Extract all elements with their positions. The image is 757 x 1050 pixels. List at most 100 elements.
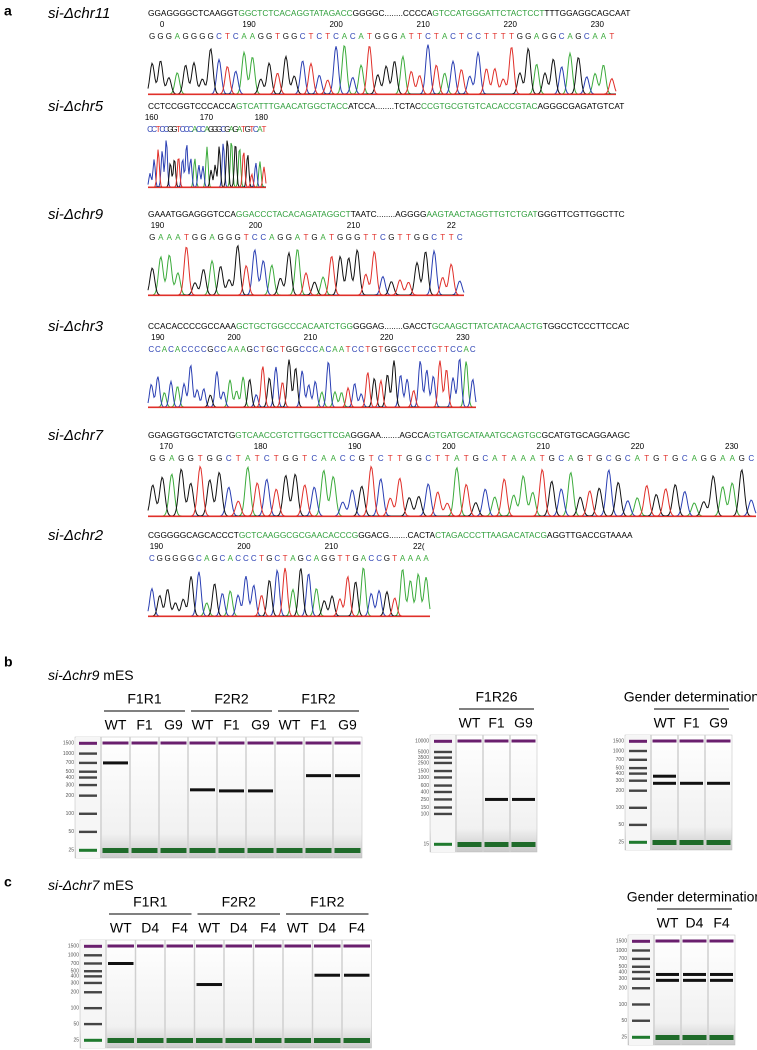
ladder-band <box>434 756 452 759</box>
group-header: F1R2 <box>310 894 344 910</box>
marker-upper <box>284 944 311 948</box>
lane-label: F1 <box>488 715 505 731</box>
ladder-lane <box>431 735 455 852</box>
sequence-segment: GTGATGCATAAATGCAGTGC <box>429 430 542 440</box>
ladder-band <box>79 761 97 765</box>
ladder-label: 700 <box>619 956 628 962</box>
position-tick: 210 <box>325 542 339 551</box>
ladder-label: 700 <box>71 961 80 967</box>
ladder-label: 5000 <box>418 749 429 755</box>
ladder-label: 400 <box>421 789 430 795</box>
trace <box>147 244 464 296</box>
position-tick: 200 <box>227 333 241 342</box>
ladder-label: 100 <box>71 1006 80 1012</box>
sequence-segment: GCTGCTGGCCCACAATCTGG <box>236 321 353 331</box>
ladder-label: 500 <box>66 769 75 775</box>
marker-lower <box>706 840 731 845</box>
band <box>335 774 360 778</box>
ladder-label: 200 <box>619 986 628 992</box>
lane-label: WT <box>287 920 309 936</box>
group-header: F1R1 <box>133 894 167 910</box>
marker-lower <box>457 842 482 847</box>
ladder-label: 300 <box>619 976 628 982</box>
ladder-band <box>79 752 97 755</box>
sequence-segment: GGGGC........CCCCA <box>353 8 433 18</box>
ladder-band <box>629 766 647 770</box>
marker-upper <box>196 944 223 948</box>
marker-upper <box>137 944 164 948</box>
band <box>248 789 273 793</box>
sequence-segment: GCTCAAGGCGCGAACACCCG <box>239 530 358 540</box>
ladder-band <box>84 975 102 978</box>
lane-label: WT <box>654 715 676 731</box>
band <box>512 797 535 801</box>
band <box>653 774 676 778</box>
position-tick: 210 <box>347 221 361 230</box>
lane-label: WT <box>459 715 481 731</box>
gel <box>79 939 372 1049</box>
sequence-segment: GCATGTGCAGGAAGC <box>542 430 630 440</box>
ladder-lane <box>76 737 100 858</box>
ladder-band <box>434 806 452 809</box>
lane-label: WT <box>657 915 679 931</box>
marker-upper <box>343 944 370 948</box>
ladder-band <box>629 806 647 810</box>
ladder-label: 200 <box>71 990 80 996</box>
sequence-segment: CCGTGCGTGTCACACCGTAC <box>421 101 537 111</box>
ladder-band <box>632 949 650 952</box>
marker-upper <box>457 739 482 743</box>
group-header: F2R2 <box>214 691 248 707</box>
ladder-label: 3500 <box>418 755 429 761</box>
sample-name: si-Δchr7 <box>48 427 104 444</box>
lane-label: G9 <box>251 717 270 733</box>
marker-lower <box>679 840 704 845</box>
ladder-band <box>629 772 647 775</box>
marker-lower <box>107 1038 134 1043</box>
marker-upper <box>709 939 734 943</box>
position-tick: 180 <box>254 442 268 451</box>
marker-lower <box>314 1038 341 1043</box>
marker-upper <box>107 944 134 948</box>
marker-upper <box>225 944 252 948</box>
marker-upper <box>682 939 707 943</box>
lane-label: F4 <box>349 920 366 936</box>
ladder-label: 100 <box>66 811 75 817</box>
band <box>710 978 733 982</box>
ladder-band <box>434 784 452 787</box>
marker-lower <box>218 848 245 853</box>
marker-lower <box>225 1038 252 1043</box>
position-tick: 0 <box>160 20 165 29</box>
marker-lower <box>255 1038 282 1043</box>
marker-upper <box>131 741 158 745</box>
ladder-band <box>629 789 647 792</box>
lane-label: D4 <box>141 920 159 936</box>
ladder-label: 200 <box>616 788 625 794</box>
ladder-label: 700 <box>66 760 75 766</box>
ladder-band <box>632 977 650 980</box>
marker-upper <box>102 741 129 745</box>
ladder-band <box>629 840 647 844</box>
marker-lower <box>160 848 187 853</box>
ladder-label: 25 <box>68 847 74 853</box>
marker-lower <box>343 1038 370 1043</box>
lane-label: F4 <box>260 920 277 936</box>
ladder-band <box>84 981 102 985</box>
ladder-lane <box>81 940 105 1048</box>
band <box>653 781 676 785</box>
marker-lower <box>682 1035 707 1040</box>
ladder-label: 1500 <box>63 740 74 746</box>
band <box>656 978 679 982</box>
ladder-band <box>79 794 97 797</box>
position-tick: 190 <box>151 221 165 230</box>
ladder-label: 1000 <box>616 948 627 954</box>
marker-lower <box>276 848 303 853</box>
ladder-band <box>79 783 97 787</box>
marker-lower <box>247 848 274 853</box>
sequence-segment: GGAGGGGCTCAAGGT <box>148 8 238 18</box>
panel-title: si-Δchr7 mES <box>48 877 134 893</box>
position-tick: 210 <box>304 333 318 342</box>
sequence-segment: GAAATGGAGGGTCCA <box>148 209 236 219</box>
